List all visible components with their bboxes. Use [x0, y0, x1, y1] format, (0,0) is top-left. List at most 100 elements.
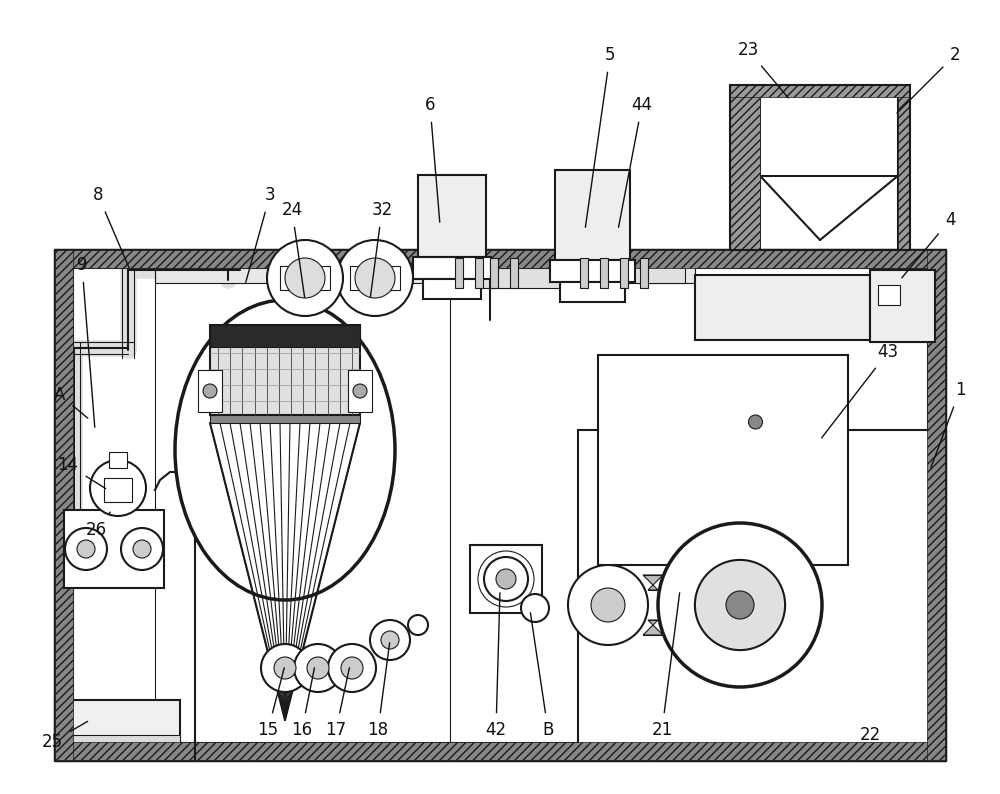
Circle shape	[285, 258, 325, 298]
Text: 4: 4	[902, 211, 955, 278]
Circle shape	[370, 620, 410, 660]
Bar	[475, 258, 483, 288]
Bar	[418, 175, 486, 257]
Bar	[578, 430, 933, 748]
Circle shape	[496, 569, 516, 589]
Bar	[695, 275, 870, 340]
Circle shape	[568, 565, 648, 645]
Circle shape	[355, 258, 395, 298]
Text: 8: 8	[93, 186, 129, 268]
Circle shape	[121, 528, 163, 570]
Text: 9: 9	[77, 256, 95, 427]
Bar	[575, 263, 685, 283]
Text: 21: 21	[651, 593, 680, 739]
Text: 3: 3	[246, 186, 275, 283]
Text: 22: 22	[859, 726, 881, 747]
Circle shape	[726, 591, 754, 619]
Circle shape	[484, 557, 528, 601]
Circle shape	[77, 540, 95, 558]
Circle shape	[521, 594, 549, 622]
Bar	[104, 478, 132, 502]
Bar	[550, 260, 635, 282]
Circle shape	[267, 240, 343, 316]
Bar	[640, 258, 648, 288]
Bar	[730, 85, 760, 250]
Bar	[55, 250, 945, 268]
Circle shape	[90, 460, 146, 516]
Bar	[348, 370, 372, 412]
Bar	[730, 85, 910, 97]
Text: 42: 42	[485, 593, 507, 739]
Bar	[55, 742, 945, 760]
Text: A: A	[54, 386, 88, 418]
Circle shape	[133, 540, 151, 558]
Bar	[600, 258, 608, 288]
Text: 23: 23	[737, 41, 788, 98]
Circle shape	[381, 631, 399, 649]
Bar	[280, 266, 330, 290]
Bar	[210, 325, 360, 347]
Bar	[210, 415, 360, 423]
Text: 44: 44	[619, 96, 652, 227]
Bar	[450, 268, 570, 288]
Circle shape	[341, 657, 363, 679]
Circle shape	[65, 528, 107, 570]
Bar	[455, 258, 463, 288]
Circle shape	[203, 384, 217, 398]
Bar	[898, 85, 910, 250]
Text: 15: 15	[257, 668, 284, 739]
Bar	[878, 285, 900, 305]
Polygon shape	[643, 620, 663, 635]
Bar	[490, 258, 498, 288]
Circle shape	[658, 523, 822, 687]
Bar	[730, 85, 910, 250]
Text: 26: 26	[85, 512, 110, 539]
Text: 18: 18	[367, 643, 390, 739]
Bar	[55, 735, 180, 748]
Text: 2: 2	[897, 46, 960, 113]
Bar	[55, 700, 180, 748]
Bar	[198, 370, 222, 412]
Bar	[109, 452, 127, 468]
Bar	[470, 545, 542, 613]
Bar	[598, 355, 848, 565]
Text: 16: 16	[291, 668, 314, 739]
Polygon shape	[643, 575, 663, 590]
Bar	[560, 282, 625, 302]
Bar	[155, 263, 695, 283]
Text: 43: 43	[822, 343, 899, 437]
Circle shape	[274, 657, 296, 679]
Ellipse shape	[175, 300, 395, 600]
Text: B: B	[530, 613, 554, 739]
Circle shape	[307, 657, 329, 679]
Circle shape	[328, 644, 376, 692]
Text: 24: 24	[281, 201, 305, 297]
Bar	[870, 270, 935, 342]
Circle shape	[408, 615, 428, 635]
Bar	[413, 257, 491, 279]
Text: 25: 25	[41, 722, 88, 751]
Bar	[580, 258, 588, 288]
Circle shape	[261, 644, 309, 692]
Circle shape	[337, 240, 413, 316]
Text: 14: 14	[57, 456, 106, 488]
Text: 17: 17	[325, 668, 349, 739]
Circle shape	[591, 588, 625, 622]
Bar	[55, 250, 73, 760]
Circle shape	[695, 560, 785, 650]
Bar	[350, 266, 400, 290]
Bar	[210, 325, 360, 415]
Text: 5: 5	[585, 46, 615, 227]
Bar	[423, 279, 481, 299]
Bar	[64, 510, 164, 588]
Circle shape	[294, 644, 342, 692]
Bar	[510, 258, 518, 288]
Text: 1: 1	[931, 381, 965, 468]
Bar	[620, 258, 628, 288]
Bar	[927, 250, 945, 760]
Circle shape	[748, 415, 763, 429]
Text: 32: 32	[370, 201, 393, 297]
Circle shape	[353, 384, 367, 398]
Bar	[555, 170, 630, 260]
Text: 6: 6	[425, 96, 440, 222]
